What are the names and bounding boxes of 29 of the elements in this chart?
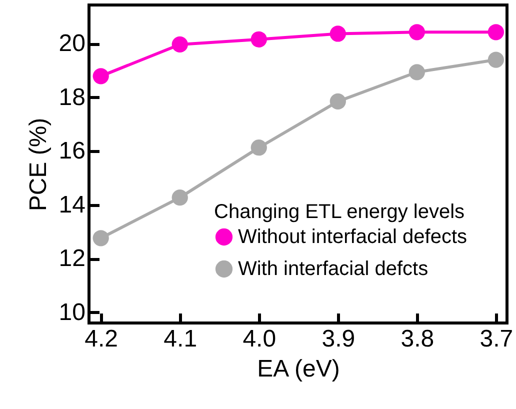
y-tick-label: 14 <box>58 191 86 218</box>
point <box>488 24 504 40</box>
point <box>92 230 109 246</box>
x-tick-label: 4.1 <box>164 326 198 352</box>
point <box>408 24 425 40</box>
point <box>92 68 109 84</box>
point <box>250 31 267 48</box>
x-tick-label: 4.0 <box>242 326 276 352</box>
point <box>488 52 504 68</box>
y-tick-label: 12 <box>58 245 86 272</box>
point <box>330 26 346 42</box>
legend-label: With interfacial defcts <box>238 258 428 280</box>
point <box>330 93 346 110</box>
point <box>250 140 267 156</box>
y-tick-label: 10 <box>58 298 86 326</box>
y-axis-title: PCE (%) <box>24 118 52 212</box>
y-tick-label: 20 <box>58 30 86 58</box>
legend-title: Changing ETL energy levels <box>214 201 465 223</box>
y-tick-label: 18 <box>58 84 86 111</box>
y-tick-label: 16 <box>58 138 86 165</box>
x-tick-label: 3.9 <box>322 326 356 352</box>
point <box>172 190 188 206</box>
point <box>408 64 425 80</box>
x-tick-label: 4.2 <box>84 326 118 352</box>
x-axis-title: EA (eV) <box>257 356 340 382</box>
x-tick-label: 3.7 <box>480 326 514 352</box>
legend-label: Without interfacial defects <box>238 226 467 248</box>
x-tick-label: 3.8 <box>400 326 434 352</box>
point <box>172 36 188 53</box>
